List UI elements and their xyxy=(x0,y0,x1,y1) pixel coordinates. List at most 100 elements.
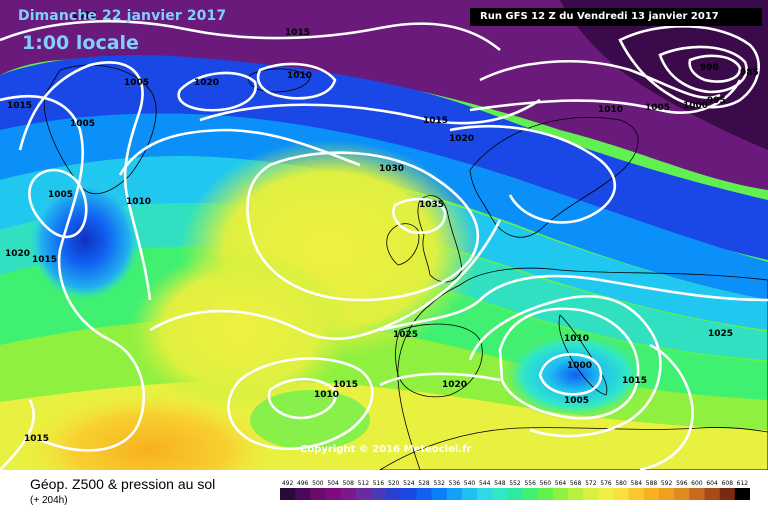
isobar xyxy=(0,20,501,51)
isobar-label: 995 xyxy=(707,96,726,106)
legend-swatch xyxy=(371,488,387,500)
isobar xyxy=(177,71,257,112)
legend-value: 552 xyxy=(509,480,521,487)
legend-swatch xyxy=(583,488,599,500)
legend-swatch xyxy=(431,488,448,500)
legend-value: 576 xyxy=(600,480,612,487)
isobar-label: 1015 xyxy=(24,434,49,444)
greenland-coast xyxy=(43,64,157,194)
legend-swatch xyxy=(719,488,736,500)
isobar xyxy=(379,372,501,387)
legend-value: 512 xyxy=(358,480,370,487)
isobar-label: 1020 xyxy=(449,134,474,144)
legend-swatch xyxy=(689,488,705,500)
legend-swatch xyxy=(628,488,645,500)
isobar-label: 1020 xyxy=(194,78,219,88)
isobar xyxy=(688,54,742,83)
isobar-label: 1015 xyxy=(285,28,310,38)
weather-map: 1015 1015 1005 1020 1010 1015 1005 1005 … xyxy=(0,0,768,470)
legend-swatch xyxy=(734,488,750,500)
legend-value: 492 xyxy=(282,480,294,487)
legend-value: 516 xyxy=(373,480,385,487)
isobar-label: 1000 xyxy=(683,101,708,111)
legend-swatch xyxy=(674,488,690,500)
isobar-label: 1010 xyxy=(564,334,589,344)
africa-coast xyxy=(379,427,768,470)
legend-value: 536 xyxy=(449,480,461,487)
legend-swatch xyxy=(613,488,629,500)
legend-swatch xyxy=(507,488,523,500)
isobar xyxy=(18,61,152,301)
isobar-label: 1010 xyxy=(126,197,151,207)
isobar-label: 1015 xyxy=(333,380,358,390)
legend-swatch xyxy=(355,488,372,500)
legend-value: 500 xyxy=(312,480,324,487)
isobar xyxy=(227,357,374,450)
isobar-label: 1005 xyxy=(645,103,670,113)
legend-swatch xyxy=(325,488,341,500)
isobar-label: 1015 xyxy=(7,101,32,111)
legend-value: 604 xyxy=(706,480,718,487)
model-run-info: Run GFS 12 Z du Vendredi 13 janvier 2017 xyxy=(470,8,762,26)
legend-swatch xyxy=(704,488,720,500)
copyright-notice: Copyright © 2016 Meteociel.fr xyxy=(300,444,472,455)
legend-swatch xyxy=(295,488,311,500)
isobar-label: 1020 xyxy=(442,380,467,390)
legend-value: 588 xyxy=(646,480,658,487)
isobar-label: 1010 xyxy=(598,105,623,115)
legend-swatch xyxy=(340,488,357,500)
isobar xyxy=(449,124,617,224)
isobar-label: 1020 xyxy=(5,249,30,259)
color-scale-legend: 492 496 500 504 508 512 516 520 524 528 532 536 540 5… xyxy=(280,480,750,500)
z500-band-cyan xyxy=(0,156,768,330)
isobar xyxy=(267,377,338,420)
forecast-date: Dimanche 22 janvier 2017 xyxy=(18,8,227,24)
legend-value: 596 xyxy=(676,480,688,487)
isobar xyxy=(199,98,541,125)
map-footer: Géop. Z500 & pression au sol (+ 204h) 49… xyxy=(0,470,768,512)
isobar-label: 1035 xyxy=(419,200,444,210)
isobar-label: 1030 xyxy=(379,164,404,174)
ireland-coast xyxy=(386,223,420,266)
map-title: Géop. Z500 & pression au sol xyxy=(30,476,216,492)
isobar xyxy=(0,399,35,470)
forecast-lead-time: (+ 204h) xyxy=(30,495,68,506)
isobar-label: 1015 xyxy=(72,11,97,21)
iceland-coast xyxy=(248,68,311,93)
legend-swatch xyxy=(401,488,417,500)
isobar-label: 1000 xyxy=(567,361,592,371)
isobar xyxy=(538,353,603,396)
legend-swatch xyxy=(310,488,326,500)
isobar-label: 1010 xyxy=(287,71,312,81)
isobars xyxy=(0,20,768,470)
isobar-label: 1005 xyxy=(564,396,589,406)
isobar xyxy=(118,128,361,176)
isobar xyxy=(658,45,748,94)
legend-value: 584 xyxy=(631,480,643,487)
isobar xyxy=(639,343,694,470)
legend-value: 544 xyxy=(479,480,491,487)
isobar-label: 1005 xyxy=(70,119,95,129)
isobar-label: 1015 xyxy=(622,376,647,386)
isobar-labels: 1015 1015 1005 1020 1010 1015 1005 1005 … xyxy=(5,11,759,444)
legend-value: 612 xyxy=(737,480,749,487)
forecast-time: 1:00 locale xyxy=(22,32,139,54)
scandinavia-coast xyxy=(469,117,639,238)
isobar xyxy=(246,151,480,302)
legend-swatch xyxy=(522,488,539,500)
legend-value: 600 xyxy=(691,480,703,487)
legend-swatch xyxy=(461,488,478,500)
legend-value: 528 xyxy=(418,480,430,487)
legend-value: 608 xyxy=(722,480,734,487)
legend-swatch xyxy=(643,488,660,500)
legend-value: 508 xyxy=(342,480,354,487)
low-west-greenland xyxy=(30,180,140,300)
iberia-coast xyxy=(395,323,483,398)
isobar xyxy=(468,294,662,438)
isobar-label: 990 xyxy=(700,63,719,73)
legend-swatch xyxy=(477,488,493,500)
italy-coast xyxy=(558,314,608,396)
legend-swatch xyxy=(659,488,675,500)
legend-value: 548 xyxy=(494,480,506,487)
